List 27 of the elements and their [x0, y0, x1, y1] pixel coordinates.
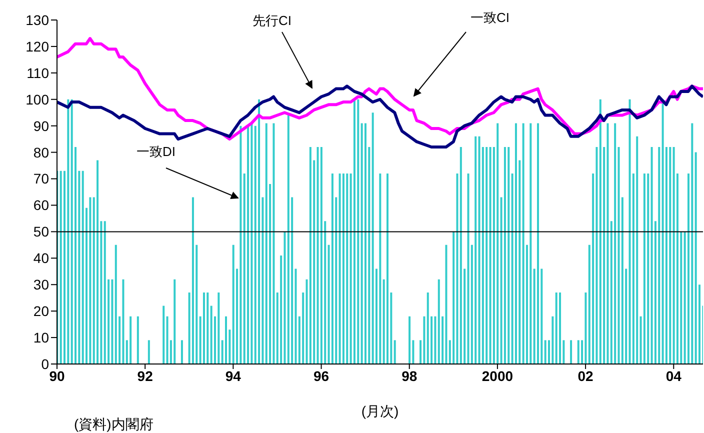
y-tick-label: 110 — [26, 64, 50, 81]
y-tick-label: 20 — [33, 303, 50, 320]
y-tick-label: 70 — [33, 170, 50, 187]
x-tick-label: 90 — [49, 368, 65, 384]
y-tick-label: 90 — [33, 118, 50, 134]
text: (資料)内閣府 — [74, 416, 154, 433]
x-tick-label: 94 — [225, 368, 242, 384]
y-tick-label: 0 — [41, 356, 50, 372]
x-tick-label: 04 — [666, 368, 682, 384]
x-tick-label: 92 — [137, 368, 154, 384]
x-tick-label: 2000 — [482, 368, 514, 384]
y-tick-label: 40 — [33, 250, 50, 266]
text: 先行CI — [252, 13, 292, 28]
y-tick-label: 120 — [26, 38, 50, 54]
x-axis-title: (月次) — [361, 403, 399, 419]
y-tick-label: 130 — [26, 12, 50, 28]
y-tick-label: 30 — [33, 276, 50, 293]
y-tick-label: 10 — [33, 330, 50, 346]
x-tick-label: 96 — [313, 368, 330, 384]
y-tick-label: 80 — [33, 144, 50, 160]
x-tick-label: 02 — [578, 368, 594, 384]
text: 一致DI — [136, 144, 176, 159]
text: 一致CI — [470, 10, 510, 25]
y-tick-label: 50 — [33, 224, 50, 240]
y-tick-label: 60 — [33, 197, 50, 214]
y-tick-label: 100 — [26, 91, 50, 108]
x-tick-label: 98 — [402, 368, 418, 384]
